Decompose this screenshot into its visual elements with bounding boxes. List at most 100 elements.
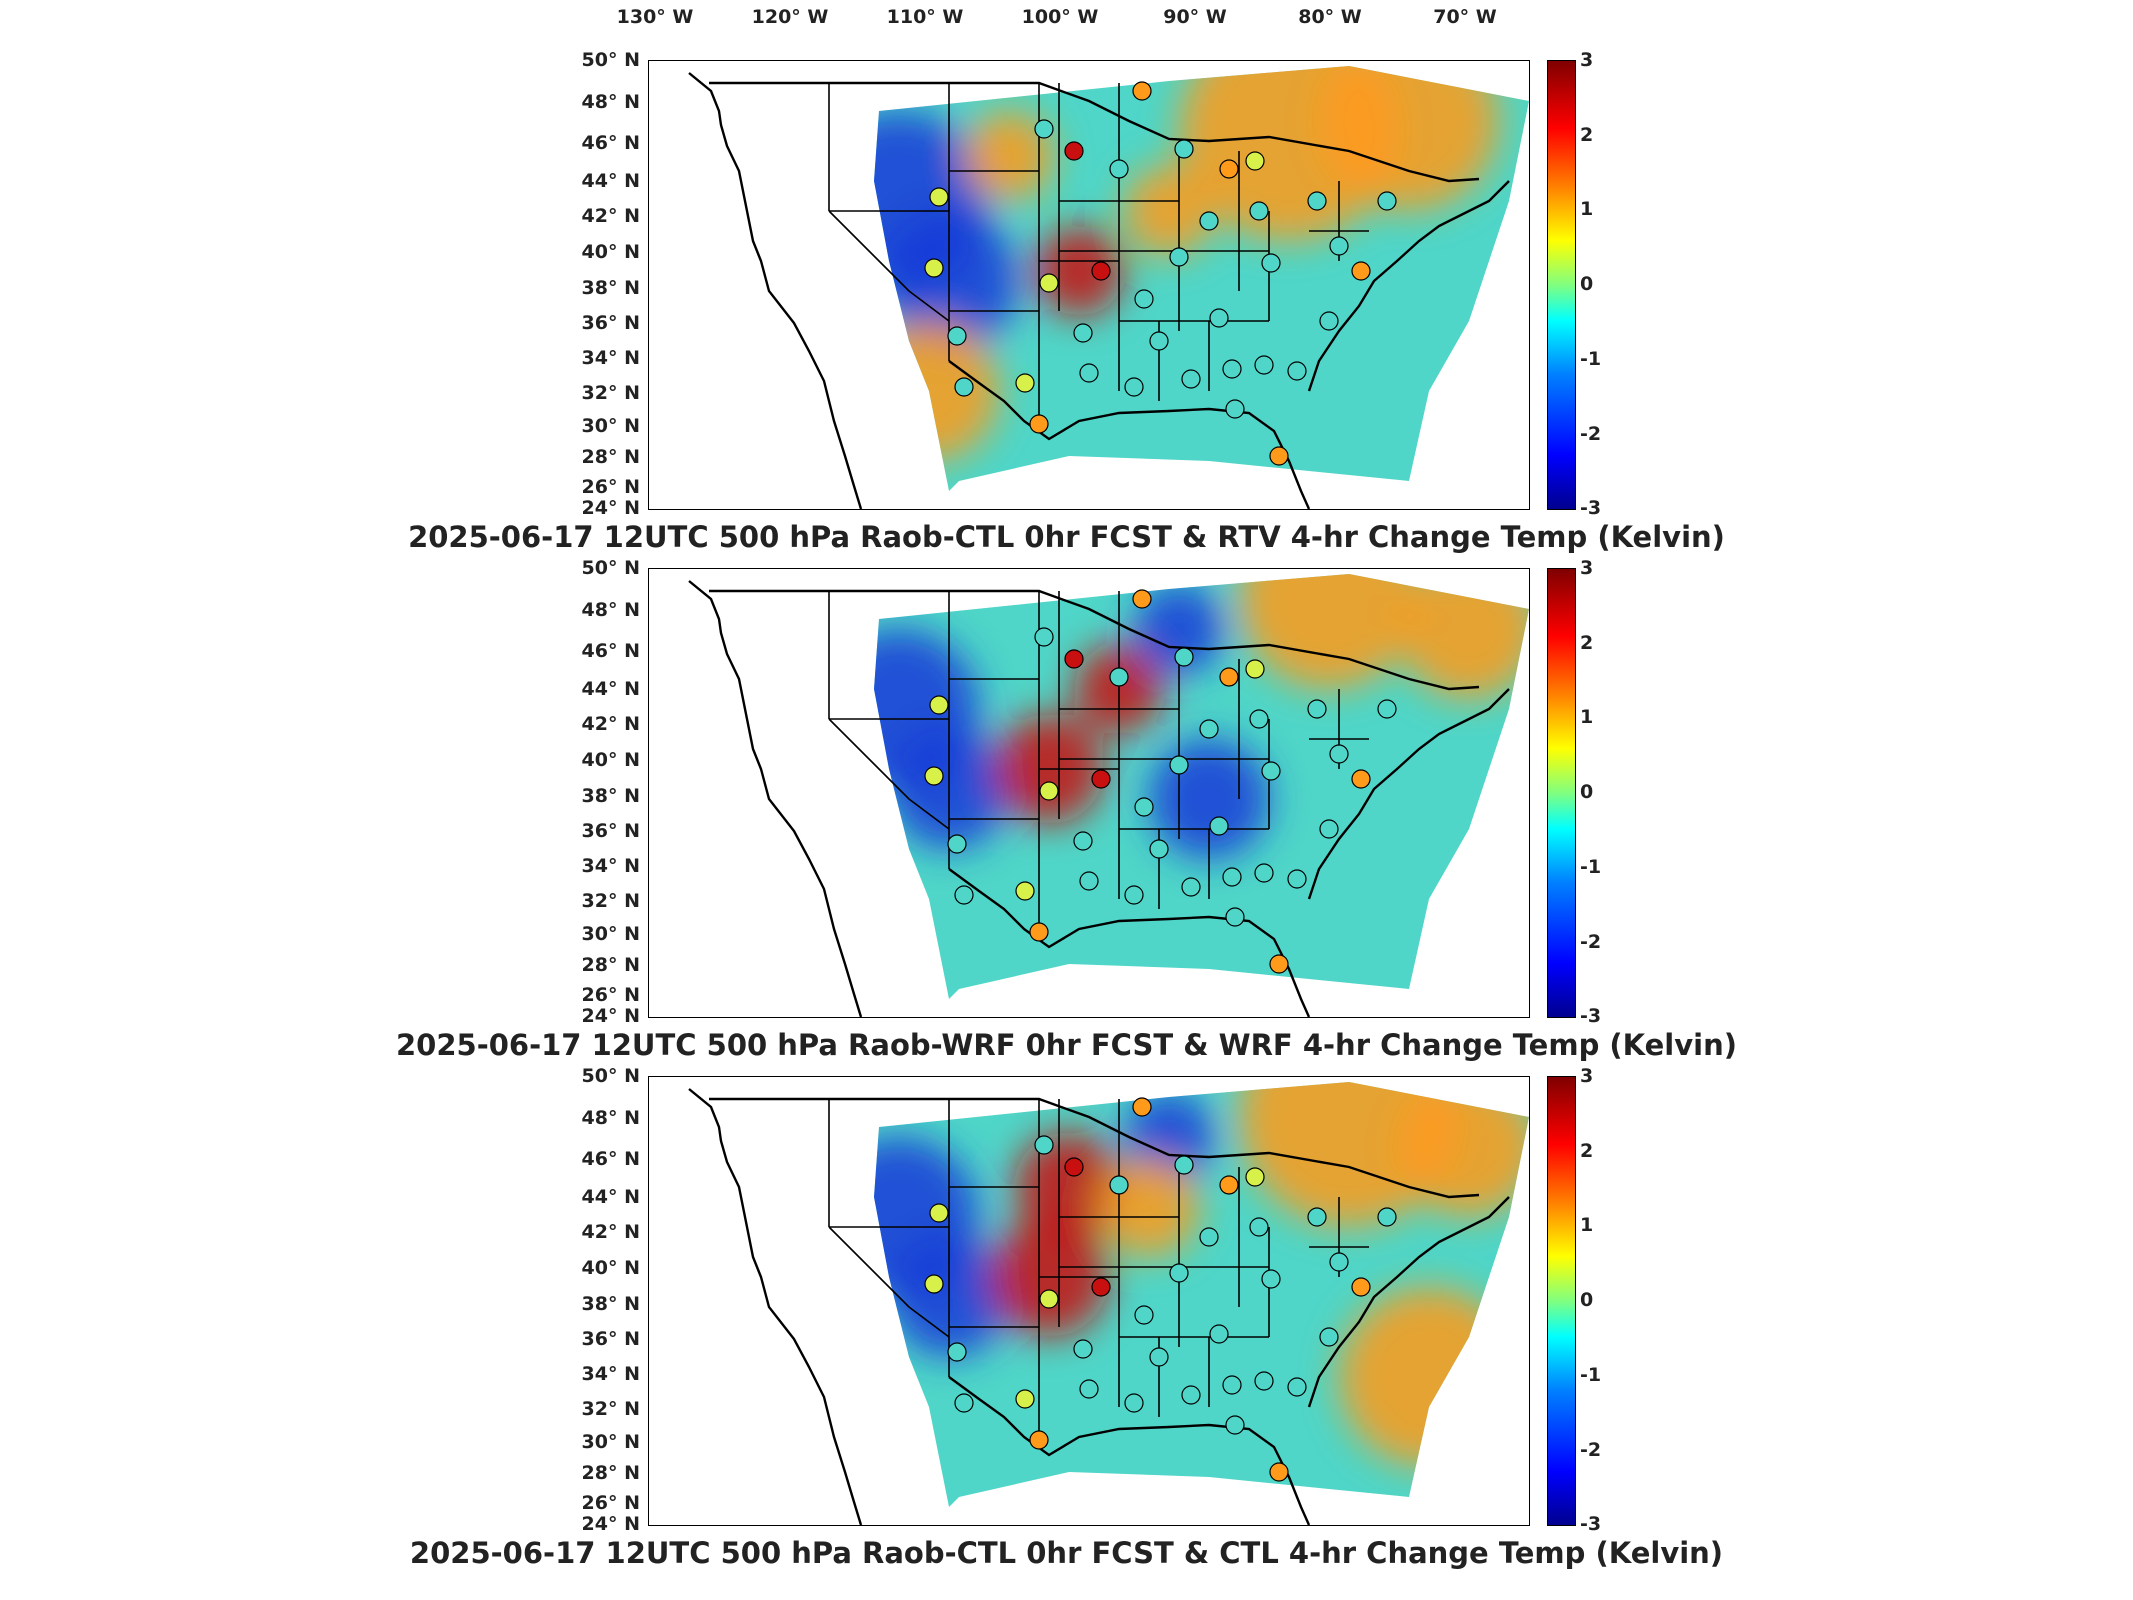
- colorbar-tick-label: -2: [1580, 1439, 1602, 1461]
- lon-label: 110° W: [886, 6, 964, 28]
- lat-label: 44° N: [581, 170, 640, 192]
- raob-station-marker: [1261, 1269, 1281, 1289]
- raob-station-marker: [1219, 159, 1239, 179]
- temperature-field-map: [688, 66, 1529, 509]
- raob-station-marker: [1174, 139, 1194, 159]
- raob-station-marker: [1132, 1097, 1152, 1117]
- anomaly-region: [964, 111, 1054, 201]
- raob-station-marker: [1034, 119, 1054, 139]
- raob-station-marker: [1269, 954, 1289, 974]
- raob-station-marker: [1124, 1393, 1144, 1413]
- raob-station-marker: [924, 258, 944, 278]
- colorbar: [1547, 60, 1576, 510]
- map-area: [648, 568, 1530, 1018]
- colorbar-tick-label: 1: [1580, 198, 1594, 220]
- colorbar-tick-label: -2: [1580, 931, 1602, 953]
- raob-station-marker: [1149, 331, 1169, 351]
- temperature-field-map: [688, 1082, 1529, 1525]
- raob-station-marker: [924, 1274, 944, 1294]
- coastline: [688, 580, 863, 1017]
- raob-station-marker: [1209, 1324, 1229, 1344]
- colorbar-tick-label: -1: [1580, 1364, 1602, 1386]
- raob-station-marker: [1174, 1155, 1194, 1175]
- raob-station-marker: [1029, 1430, 1049, 1450]
- colorbar-tick-label: -3: [1580, 1513, 1602, 1535]
- raob-station-marker: [1169, 755, 1189, 775]
- raob-station-marker: [1174, 647, 1194, 667]
- raob-station-marker: [1261, 253, 1281, 273]
- raob-station-marker: [1307, 699, 1327, 719]
- raob-station-marker: [1169, 1263, 1189, 1283]
- raob-station-marker: [1319, 1327, 1339, 1347]
- lat-label: 24° N: [581, 1513, 640, 1535]
- raob-station-marker: [929, 695, 949, 715]
- raob-station-marker: [1377, 191, 1397, 211]
- raob-station-marker: [1029, 414, 1049, 434]
- raob-station-marker: [1169, 247, 1189, 267]
- raob-station-marker: [1134, 289, 1154, 309]
- coastline: [688, 72, 863, 509]
- colorbar: [1547, 568, 1576, 1018]
- colorbar-tick-label: 0: [1580, 781, 1594, 803]
- raob-station-marker: [929, 1203, 949, 1223]
- raob-station-marker: [1039, 1289, 1059, 1309]
- lat-label: 40° N: [581, 749, 640, 771]
- raob-station-marker: [1307, 1207, 1327, 1227]
- lat-label: 38° N: [581, 1293, 640, 1315]
- state-borders: [828, 591, 1369, 929]
- raob-station-marker: [1109, 667, 1129, 687]
- raob-station-marker: [1064, 141, 1084, 161]
- state-borders: [828, 83, 1369, 421]
- raob-station-marker: [1079, 1379, 1099, 1399]
- raob-station-marker: [1109, 1175, 1129, 1195]
- raob-station-marker: [1351, 1277, 1371, 1297]
- raob-station-marker: [1219, 1175, 1239, 1195]
- lon-label: 130° W: [616, 6, 694, 28]
- colorbar-tick-label: 0: [1580, 273, 1594, 295]
- lat-label: 44° N: [581, 678, 640, 700]
- raob-station-marker: [1064, 1157, 1084, 1177]
- raob-station-marker: [1034, 1135, 1054, 1155]
- raob-station-marker: [1245, 151, 1265, 171]
- lat-label: 28° N: [581, 954, 640, 976]
- coastline: [709, 589, 1480, 691]
- colorbar-tick-label: 2: [1580, 124, 1594, 146]
- raob-station-marker: [1351, 769, 1371, 789]
- raob-station-marker: [947, 326, 967, 346]
- lon-label: 70° W: [1433, 6, 1497, 28]
- raob-station-marker: [954, 1393, 974, 1413]
- raob-station-marker: [1254, 1371, 1274, 1391]
- colorbar-tick-label: 2: [1580, 632, 1594, 654]
- raob-station-marker: [1319, 819, 1339, 839]
- raob-station-marker: [1064, 649, 1084, 669]
- lat-label: 40° N: [581, 1257, 640, 1279]
- raob-station-marker: [1249, 709, 1269, 729]
- raob-station-marker: [1109, 159, 1129, 179]
- raob-station-marker: [1134, 1305, 1154, 1325]
- raob-station-marker: [1181, 877, 1201, 897]
- anomaly-region: [1034, 226, 1124, 316]
- raob-station-marker: [1329, 236, 1349, 256]
- raob-station-marker: [924, 766, 944, 786]
- lat-label: 34° N: [581, 1363, 640, 1385]
- lat-label: 38° N: [581, 785, 640, 807]
- coastline: [1307, 1196, 1510, 1408]
- raob-station-marker: [947, 1342, 967, 1362]
- raob-station-marker: [1134, 797, 1154, 817]
- raob-station-marker: [929, 187, 949, 207]
- anomaly-region: [1014, 1132, 1124, 1242]
- raob-station-marker: [1225, 907, 1245, 927]
- map-panel-1: 50° N 48° N 46° N 44° N 42° N 40° N 38° N 36° N…: [0, 49, 2133, 570]
- lat-label: 42° N: [581, 205, 640, 227]
- coastline: [709, 81, 1480, 183]
- colorbar-tick-label: 0: [1580, 1289, 1594, 1311]
- raob-station-marker: [1209, 308, 1229, 328]
- lat-label: 36° N: [581, 820, 640, 842]
- raob-station-marker: [1377, 1207, 1397, 1227]
- lat-label: 26° N: [581, 1492, 640, 1514]
- state-borders: [828, 1099, 1369, 1437]
- coastline: [709, 1097, 1480, 1199]
- lat-label: 48° N: [581, 1107, 640, 1129]
- raob-station-marker: [1073, 831, 1093, 851]
- lat-label: 40° N: [581, 241, 640, 263]
